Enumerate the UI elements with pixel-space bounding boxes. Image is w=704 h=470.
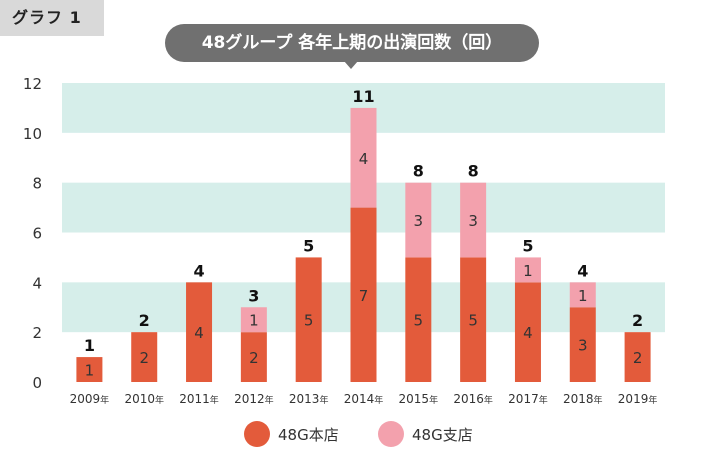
bar-segment-honten [405, 257, 432, 382]
legend-item-honten: 48G本店 [244, 420, 339, 448]
bar-segment-honten [514, 282, 541, 382]
bar-total-label: 4 [193, 261, 204, 280]
y-tick-label: 6 [32, 225, 42, 243]
x-tick-label: 2018年 [563, 392, 603, 406]
bar-total-label: 11 [352, 87, 374, 106]
bar-segment-honten [460, 257, 487, 382]
x-tick-label: 2012年 [234, 392, 274, 406]
y-tick-label: 0 [32, 374, 42, 392]
bar-value-label-honten: 7 [359, 287, 369, 305]
bar-segment-honten [186, 282, 213, 382]
y-tick-label: 4 [32, 274, 42, 292]
x-tick-label: 2017年 [508, 392, 548, 406]
bar-value-label-shiten: 3 [468, 212, 478, 230]
bar-value-label-shiten: 1 [249, 312, 259, 330]
bar-segment-honten [569, 307, 596, 382]
bar-value-label-honten: 1 [85, 362, 95, 380]
chart-title: 48グループ 各年上期の出演回数（回） [165, 24, 539, 62]
bar-value-label-honten: 5 [468, 312, 478, 330]
x-tick-label: 2011年 [179, 392, 219, 406]
x-tick-label: 2015年 [399, 392, 439, 406]
bar-segment-shiten [240, 307, 267, 333]
graph-number-tag: グラフ 1 [0, 0, 104, 36]
bar-segment-honten [131, 332, 158, 382]
legend-swatch-shiten [378, 421, 404, 447]
bar-value-label-shiten: 1 [523, 262, 533, 280]
bar-segment-shiten [405, 182, 432, 258]
title-pointer [344, 61, 358, 69]
bar-total-label: 3 [248, 286, 259, 305]
bar-total-label: 1 [84, 336, 95, 355]
bar-segment-shiten [569, 282, 596, 308]
bar-total-label: 2 [139, 311, 150, 330]
bar-value-label-honten: 4 [194, 324, 204, 342]
legend-label-shiten: 48G支店 [412, 425, 473, 444]
x-tick-label: 2010年 [124, 392, 164, 406]
bar-value-label-honten: 2 [633, 349, 643, 367]
bar-total-label: 5 [522, 236, 533, 255]
bar-segment-honten [76, 357, 103, 382]
legend-item-shiten: 48G支店 [378, 420, 473, 448]
bar-segment-shiten [514, 257, 541, 283]
bar-total-label: 5 [303, 236, 314, 255]
bar-segment-honten [240, 332, 267, 382]
legend-label-honten: 48G本店 [278, 425, 339, 444]
bar-value-label-shiten: 1 [578, 287, 588, 305]
x-tick-label: 2019年 [618, 392, 658, 406]
x-tick-label: 2014年 [344, 392, 384, 406]
x-tick-label: 2016年 [453, 392, 493, 406]
y-tick-label: 2 [32, 324, 42, 342]
bar-value-label-honten: 2 [249, 349, 259, 367]
y-tick-label: 10 [23, 125, 42, 143]
bar-value-label-honten: 5 [414, 312, 424, 330]
bar-value-label-honten: 5 [304, 312, 314, 330]
bar-segment-honten [624, 332, 651, 382]
bar-value-label-shiten: 3 [414, 212, 424, 230]
bar-segment-shiten [460, 182, 487, 258]
bar-value-label-shiten: 4 [359, 150, 369, 168]
bar-segment-honten [295, 257, 322, 382]
y-tick-label: 8 [32, 175, 42, 193]
bar-segment-shiten [350, 107, 377, 208]
bar-total-label: 4 [577, 261, 588, 280]
bar-total-label: 8 [413, 162, 424, 181]
legend-swatch-honten [244, 421, 270, 447]
bar-total-label: 2 [632, 311, 643, 330]
bar-segment-honten [350, 207, 377, 382]
bar-value-label-honten: 4 [523, 324, 533, 342]
x-tick-label: 2013年 [289, 392, 329, 406]
bar-total-label: 8 [468, 162, 479, 181]
y-tick-label: 12 [23, 75, 42, 93]
bar-value-label-honten: 2 [139, 349, 149, 367]
bar-value-label-honten: 3 [578, 337, 588, 355]
x-tick-label: 2009年 [70, 392, 110, 406]
